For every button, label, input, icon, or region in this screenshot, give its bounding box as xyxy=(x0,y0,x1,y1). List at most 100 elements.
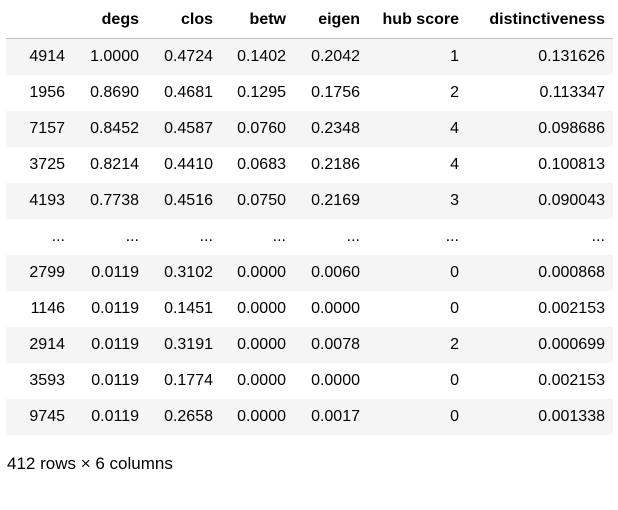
cell-eigen: 0.0017 xyxy=(311,408,360,425)
cell-betw: 0.0000 xyxy=(237,372,286,389)
cell-eigen: 0.0000 xyxy=(311,300,360,317)
header-betw: betw xyxy=(221,2,294,39)
cell-hub-score: 2 xyxy=(450,84,459,101)
table-body: 4914 1.0000 0.4724 0.1402 0.2042 1 0.131… xyxy=(6,38,613,435)
header-degs: degs xyxy=(73,2,147,39)
row-index: 3593 xyxy=(29,372,65,389)
header-eigen: eigen xyxy=(294,2,368,39)
table-row: 1956 0.8690 0.4681 0.1295 0.1756 2 0.113… xyxy=(6,75,613,111)
cell-clos: ... xyxy=(199,228,213,245)
cell-distinctiveness: 0.000699 xyxy=(538,336,605,353)
cell-hub-score: 1 xyxy=(450,48,459,65)
table-row: 9745 0.0119 0.2658 0.0000 0.0017 0 0.001… xyxy=(6,399,613,435)
row-index: 7157 xyxy=(29,120,65,137)
cell-eigen: 0.2169 xyxy=(311,192,360,209)
cell-hub-score: 4 xyxy=(450,120,459,137)
cell-distinctiveness: 0.131626 xyxy=(538,48,605,65)
cell-clos: 0.3102 xyxy=(164,264,213,281)
cell-distinctiveness: 0.002153 xyxy=(538,300,605,317)
cell-betw: 0.0000 xyxy=(237,336,286,353)
ellipsis-row: ... ... ... ... ... ... ... xyxy=(6,219,613,255)
cell-betw: 0.0000 xyxy=(237,300,286,317)
cell-eigen: 0.0000 xyxy=(311,372,360,389)
cell-betw: 0.0000 xyxy=(237,264,286,281)
cell-clos: 0.4587 xyxy=(164,120,213,137)
cell-hub-score: ... xyxy=(445,228,459,245)
cell-hub-score: 0 xyxy=(450,408,459,425)
cell-eigen: 0.2042 xyxy=(311,48,360,65)
row-index: 2799 xyxy=(29,264,65,281)
row-index: 3725 xyxy=(29,156,65,173)
cell-eigen: 0.0078 xyxy=(311,336,360,353)
table-row: 7157 0.8452 0.4587 0.0760 0.2348 4 0.098… xyxy=(6,111,613,147)
cell-distinctiveness: 0.100813 xyxy=(538,156,605,173)
row-index: 4193 xyxy=(29,192,65,209)
header-hub-score: hub score xyxy=(368,2,467,39)
cell-clos: 0.4516 xyxy=(164,192,213,209)
cell-hub-score: 4 xyxy=(450,156,459,173)
row-index: 2914 xyxy=(29,336,65,353)
cell-distinctiveness: 0.090043 xyxy=(538,192,605,209)
cell-hub-score: 2 xyxy=(450,336,459,353)
header-row: degs clos betw eigen hub score distincti… xyxy=(6,2,613,39)
table-row: 2799 0.0119 0.3102 0.0000 0.0060 0 0.000… xyxy=(6,255,613,291)
cell-betw: ... xyxy=(272,228,286,245)
cell-clos: 0.4681 xyxy=(164,84,213,101)
cell-degs: 0.0119 xyxy=(91,300,139,317)
table-row: 1146 0.0119 0.1451 0.0000 0.0000 0 0.002… xyxy=(6,291,613,327)
cell-clos: 0.3191 xyxy=(164,336,213,353)
cell-clos: 0.2658 xyxy=(164,408,213,425)
cell-betw: 0.0683 xyxy=(237,156,286,173)
cell-eigen: 0.1756 xyxy=(311,84,360,101)
cell-degs: 0.7738 xyxy=(90,192,139,209)
cell-eigen: ... xyxy=(346,228,360,245)
dataframe-table: degs clos betw eigen hub score distincti… xyxy=(6,2,613,435)
cell-distinctiveness: 0.113347 xyxy=(539,84,605,101)
header-index xyxy=(6,2,73,39)
cell-degs: 0.8452 xyxy=(90,120,139,137)
cell-degs: 0.8214 xyxy=(90,156,139,173)
cell-hub-score: 0 xyxy=(450,300,459,317)
cell-clos: 0.4724 xyxy=(164,48,213,65)
cell-hub-score: 0 xyxy=(450,264,459,281)
cell-degs: ... xyxy=(125,228,139,245)
row-index: 1956 xyxy=(29,84,65,101)
table-row: 4914 1.0000 0.4724 0.1402 0.2042 1 0.131… xyxy=(6,38,613,75)
table-row: 3725 0.8214 0.4410 0.0683 0.2186 4 0.100… xyxy=(6,147,613,183)
dataframe-shape-caption: 412 rows × 6 columns xyxy=(7,454,173,473)
cell-distinctiveness: 0.098686 xyxy=(538,120,605,137)
cell-betw: 0.1402 xyxy=(237,48,286,65)
cell-distinctiveness: 0.001338 xyxy=(538,408,605,425)
dataframe-output: degs clos betw eigen hub score distincti… xyxy=(6,2,613,435)
row-index: 1146 xyxy=(30,300,65,317)
cell-eigen: 0.2186 xyxy=(311,156,360,173)
header-clos: clos xyxy=(147,2,221,39)
cell-distinctiveness: ... xyxy=(591,228,605,245)
cell-hub-score: 0 xyxy=(450,372,459,389)
table-row: 2914 0.0119 0.3191 0.0000 0.0078 2 0.000… xyxy=(6,327,613,363)
table-header: degs clos betw eigen hub score distincti… xyxy=(6,2,613,39)
cell-degs: 0.8690 xyxy=(90,84,139,101)
row-index: ... xyxy=(51,228,65,245)
cell-degs: 0.0119 xyxy=(91,408,139,425)
row-index: 4914 xyxy=(29,48,65,65)
table-row: 3593 0.0119 0.1774 0.0000 0.0000 0 0.002… xyxy=(6,363,613,399)
cell-eigen: 0.0060 xyxy=(311,264,360,281)
cell-distinctiveness: 0.002153 xyxy=(538,372,605,389)
cell-clos: 0.1774 xyxy=(164,372,213,389)
cell-hub-score: 3 xyxy=(450,192,459,209)
header-distinctiveness: distinctiveness xyxy=(467,2,613,39)
cell-distinctiveness: 0.000868 xyxy=(538,264,605,281)
cell-degs: 0.0119 xyxy=(91,264,139,281)
row-index: 9745 xyxy=(29,408,65,425)
cell-betw: 0.0760 xyxy=(237,120,286,137)
cell-betw: 0.0000 xyxy=(237,408,286,425)
cell-degs: 0.0119 xyxy=(91,336,139,353)
cell-eigen: 0.2348 xyxy=(311,120,360,137)
cell-clos: 0.4410 xyxy=(164,156,213,173)
cell-betw: 0.0750 xyxy=(237,192,286,209)
cell-betw: 0.1295 xyxy=(237,84,286,101)
cell-clos: 0.1451 xyxy=(164,300,213,317)
cell-degs: 0.0119 xyxy=(91,372,139,389)
table-row: 4193 0.7738 0.4516 0.0750 0.2169 3 0.090… xyxy=(6,183,613,219)
